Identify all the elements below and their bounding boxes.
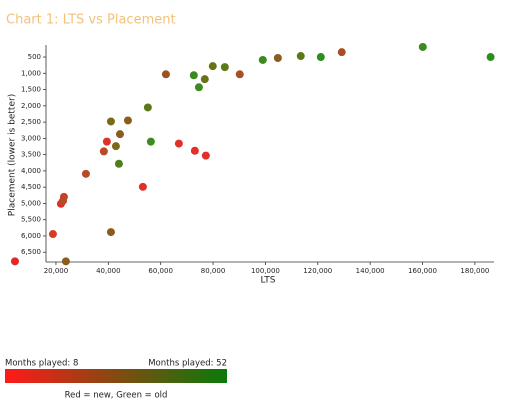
x-tick-label: 20,000: [44, 267, 69, 275]
y-tick-label: 2,000: [21, 102, 41, 110]
point: [258, 55, 267, 64]
point: [106, 228, 115, 237]
x-tick-label: 160,000: [408, 267, 437, 275]
y-tick-label: 3,000: [21, 134, 41, 142]
y-tick-label: 2,500: [21, 118, 41, 126]
legend-min: Months played: 8: [5, 359, 78, 369]
point: [194, 83, 203, 92]
y-axis-label: Placement (lower is better): [8, 94, 18, 216]
x-tick-label: 80,000: [201, 267, 226, 275]
point: [235, 70, 244, 79]
point: [48, 230, 57, 239]
x-tick-label: 60,000: [148, 267, 173, 275]
color-scale: [5, 369, 227, 383]
point: [111, 142, 120, 151]
point: [200, 75, 209, 84]
y-tick-label: 4,500: [21, 183, 41, 191]
point: [59, 196, 68, 205]
x-tick-label: 140,000: [356, 267, 385, 275]
point: [99, 147, 108, 156]
point: [81, 169, 90, 178]
point: [115, 130, 124, 139]
point: [189, 71, 198, 80]
point: [10, 257, 19, 266]
point: [208, 62, 217, 71]
point: [337, 48, 346, 57]
x-axis-label: LTS: [261, 276, 276, 286]
y-tick-label: 1,000: [21, 69, 41, 77]
x-tick-label: 40,000: [96, 267, 121, 275]
point: [296, 52, 305, 61]
point: [486, 53, 495, 62]
y-tick-label: 3,500: [21, 151, 41, 159]
point: [201, 151, 210, 160]
y-tick-label: 4,000: [21, 167, 41, 175]
point: [123, 116, 132, 125]
y-tick-label: 500: [28, 53, 41, 61]
y-tick-label: 6,000: [21, 232, 41, 240]
point: [138, 182, 147, 191]
point: [316, 53, 325, 62]
point: [106, 117, 115, 126]
legend-max: Months played: 52: [148, 359, 227, 369]
point: [174, 139, 183, 148]
point: [273, 54, 282, 63]
x-tick-label: 120,000: [303, 267, 332, 275]
y-tick-label: 5,500: [21, 216, 41, 224]
y-tick-label: 6,500: [21, 248, 41, 256]
y-tick-label: 5,000: [21, 199, 41, 207]
point: [418, 42, 427, 51]
point: [143, 103, 152, 112]
y-tick-label: 1,500: [21, 86, 41, 94]
legend-note: Red = new, Green = old: [65, 391, 168, 401]
chart-title: Chart 1: LTS vs Placement: [6, 13, 176, 28]
point: [114, 159, 123, 168]
point: [161, 70, 170, 79]
point: [220, 63, 229, 72]
point: [102, 137, 111, 146]
point: [61, 257, 70, 266]
point: [190, 146, 199, 155]
x-tick-label: 100,000: [251, 267, 280, 275]
point: [146, 137, 155, 146]
x-tick-label: 180,000: [460, 267, 489, 275]
